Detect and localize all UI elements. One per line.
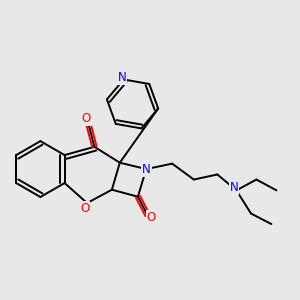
Text: O: O [147,211,156,224]
Text: N: N [118,71,126,84]
Text: N: N [142,163,151,176]
Text: N: N [230,181,238,194]
Text: O: O [82,112,91,125]
Text: O: O [80,202,89,215]
